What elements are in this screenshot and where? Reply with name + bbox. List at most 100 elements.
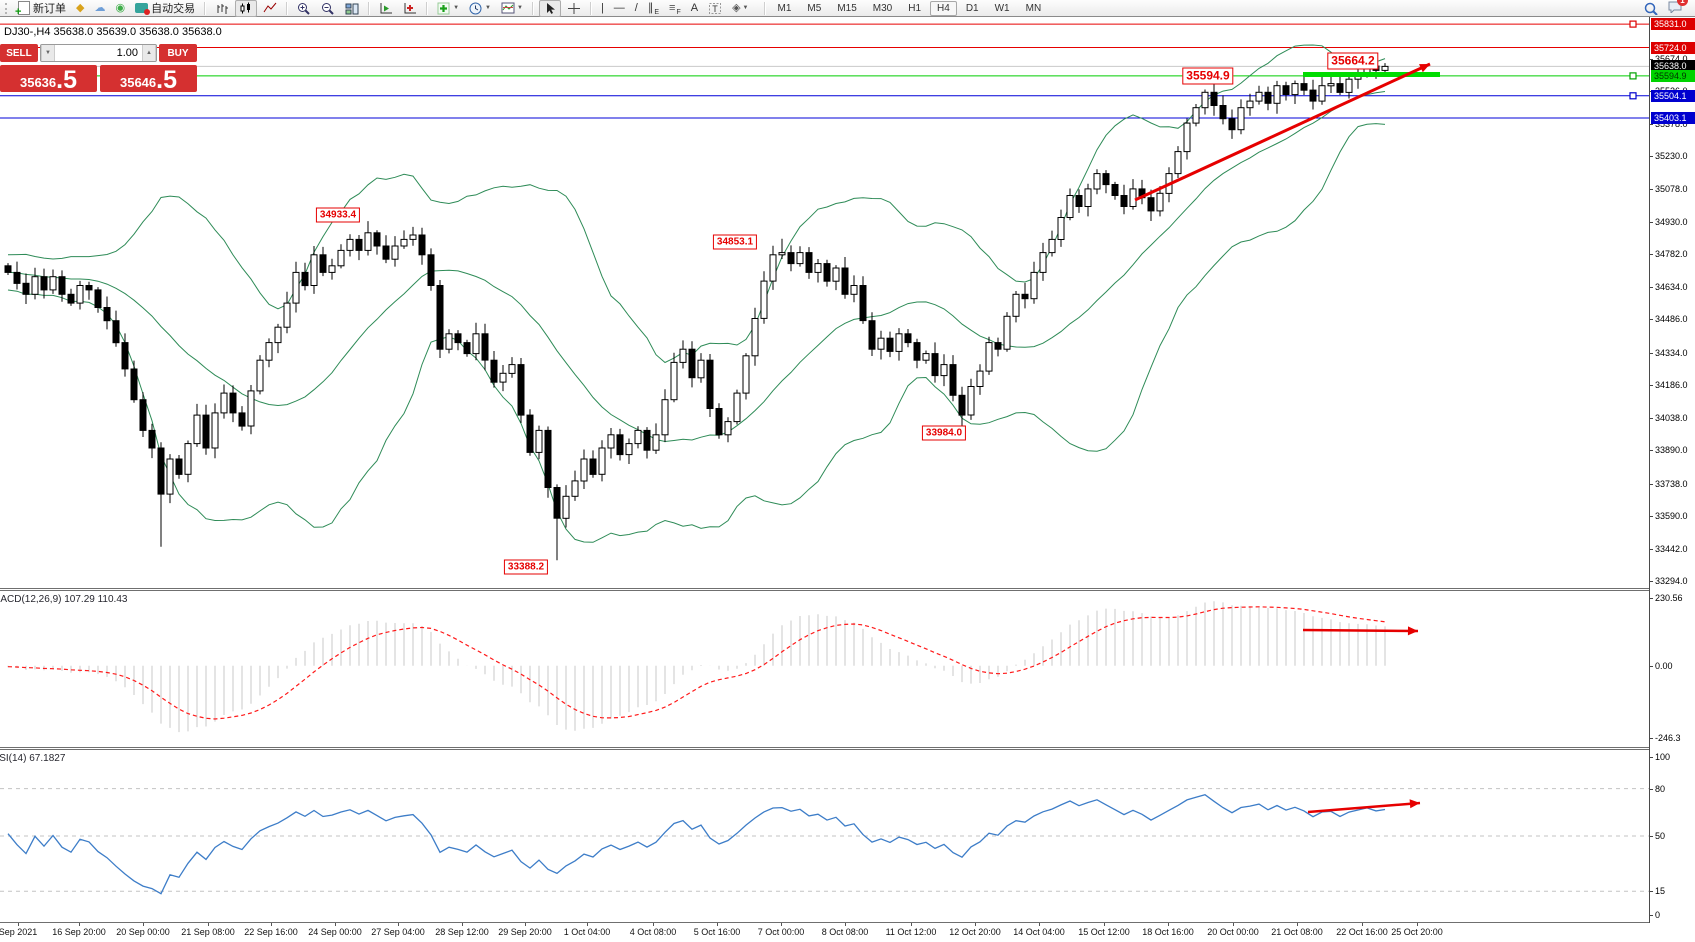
time-tick-mark — [1168, 923, 1169, 926]
trendline-icon[interactable]: / — [634, 1, 638, 14]
auto-trading-icon[interactable]: 自动交易 — [131, 0, 199, 17]
periods-icon[interactable]: ▼ — [465, 0, 495, 17]
price-label-annotation: 35594.9 — [1182, 67, 1234, 85]
time-tick-mark — [79, 923, 80, 926]
price-tick-label: 33442.0 — [1655, 544, 1688, 554]
time-tick-mark — [1039, 923, 1040, 926]
timeframe-m30-button[interactable]: M30 — [872, 2, 893, 14]
text-label-icon[interactable]: T — [704, 0, 726, 17]
rsi-tick-mark — [1650, 891, 1653, 892]
macd-tick-label: 230.56 — [1655, 593, 1683, 603]
indicators-icon[interactable]: ▼ — [433, 0, 463, 17]
arrows-icon[interactable]: ◈ ▼ — [732, 1, 749, 14]
timeframe-d1-button[interactable]: D1 — [965, 2, 979, 14]
timeframe-m5-button[interactable]: M5 — [807, 2, 822, 14]
tile-windows-icon[interactable] — [341, 0, 363, 17]
template-icon[interactable]: ▼ — [497, 0, 527, 17]
price-tick-label: 34782.0 — [1655, 249, 1688, 259]
time-tick-mark — [717, 923, 718, 926]
buy-price-display[interactable]: 35646.5 — [100, 65, 197, 93]
time-tick-label: 16 Sep 20:00 — [52, 927, 106, 937]
horizontal-line-icon[interactable]: — — [613, 1, 625, 14]
price-tick-mark — [1650, 385, 1653, 386]
price-label-annotation: 34853.1 — [712, 234, 758, 250]
equidistant-channel-icon[interactable]: ∥ E — [647, 1, 660, 16]
chat-icon[interactable]: 1 — [1664, 0, 1688, 17]
volume-increase-button[interactable]: ▲ — [142, 45, 156, 61]
timeframe-h4-button[interactable]: H4 — [930, 0, 957, 16]
price-tick-mark — [1650, 222, 1653, 223]
community-icon[interactable]: ◆ — [76, 1, 85, 14]
rsi-tick-label: 50 — [1655, 831, 1666, 841]
price-tick-mark — [1650, 124, 1653, 125]
price-level-badge: 35594.9 — [1651, 70, 1695, 82]
cursor-icon[interactable] — [538, 0, 561, 17]
time-tick-label: 22 Sep 16:00 — [244, 927, 298, 937]
time-tick-mark — [398, 923, 399, 926]
price-chart-panel: DJ30-,H4 35638.0 35639.0 35638.0 35638.0… — [0, 17, 1649, 588]
chevron-down-icon: ▼ — [742, 5, 749, 11]
price-tick-label: 35378.0 — [1655, 119, 1688, 129]
bar-chart-icon[interactable] — [211, 0, 233, 17]
rsi-indicator-chart[interactable] — [0, 750, 1649, 922]
volume-decrease-button[interactable]: ▼ — [41, 45, 55, 61]
time-tick-mark — [462, 923, 463, 926]
line-chart-icon[interactable] — [259, 0, 281, 17]
timeframe-h1-button[interactable]: H1 — [908, 2, 922, 14]
search-icon[interactable] — [1640, 0, 1662, 17]
price-tick-mark — [1650, 484, 1653, 485]
fibonacci-icon[interactable]: ≡ F — [669, 1, 681, 16]
trade-buttons-row: SELL ▼ ▲ BUY — [0, 44, 197, 62]
crosshair-icon[interactable] — [563, 0, 585, 17]
trade-prices-row: 35636.5 35646.5 — [0, 65, 197, 93]
vertical-line-icon[interactable]: | — [600, 1, 604, 14]
notification-badge: 1 — [1677, 0, 1688, 6]
rsi-tick-mark — [1650, 789, 1653, 790]
time-tick-mark — [1362, 923, 1363, 926]
time-tick-label: 15 Oct 12:00 — [1078, 927, 1130, 937]
signals-icon[interactable]: ◉ — [115, 1, 126, 14]
panel-separator[interactable] — [0, 747, 1649, 750]
time-axis[interactable]: Sep 2021 16 Sep 20:00 20 Sep 00:00 21 Sep 0… — [0, 923, 1695, 942]
rsi-tick-mark — [1650, 915, 1653, 916]
toolbar-drag-handle[interactable] — [5, 2, 9, 14]
zoom-in-icon[interactable] — [293, 0, 315, 17]
time-tick-mark — [143, 923, 144, 926]
chart-shift-icon[interactable] — [399, 0, 421, 17]
timeframe-toolbar: M1 M5 M15 M30 H1 H4 D1 W1 MN — [760, 0, 1050, 16]
rsi-panel: RSI(14) 67.1827 — [0, 750, 1649, 922]
time-tick-label: 1 Oct 04:00 — [563, 927, 611, 937]
new-order-icon[interactable]: + 新订单 — [15, 1, 66, 18]
time-tick-label: 7 Oct 00:00 — [757, 927, 805, 937]
sell-price-display[interactable]: 35636.5 — [0, 65, 97, 93]
price-tick-mark — [1650, 189, 1653, 190]
volume-input[interactable] — [55, 45, 142, 61]
timeframe-w1-button[interactable]: W1 — [994, 2, 1010, 14]
chart-symbol-info: DJ30-,H4 35638.0 35639.0 35638.0 35638.0 — [4, 26, 222, 38]
timeframe-mn-button[interactable]: MN — [1025, 2, 1042, 14]
chevron-down-icon: ▼ — [485, 5, 491, 11]
candlestick-chart[interactable] — [0, 17, 1649, 588]
time-tick-mark — [653, 923, 654, 926]
time-tick-mark — [1417, 923, 1418, 926]
buy-button[interactable]: BUY — [159, 44, 197, 62]
macd-indicator-chart[interactable] — [0, 591, 1649, 747]
price-level-badge: 35831.0 — [1651, 18, 1695, 30]
timeframe-m15-button[interactable]: M15 — [837, 2, 857, 14]
cloud-sync-icon[interactable]: ☁ — [94, 1, 106, 14]
price-axis[interactable]: 35674.035526.035378.035230.035078.034930… — [1649, 17, 1695, 923]
text-icon[interactable]: A — [690, 1, 699, 14]
sell-button[interactable]: SELL — [0, 44, 38, 62]
panel-separator[interactable] — [0, 588, 1649, 591]
rsi-tick-mark — [1650, 836, 1653, 837]
zoom-out-icon[interactable] — [317, 0, 339, 17]
time-tick-mark — [18, 923, 19, 926]
time-tick-mark — [587, 923, 588, 926]
time-tick-mark — [271, 923, 272, 926]
time-tick-mark — [1297, 923, 1298, 926]
auto-scroll-icon[interactable] — [375, 0, 397, 17]
timeframe-m1-button[interactable]: M1 — [777, 2, 792, 14]
price-label-annotation: 33984.0 — [921, 425, 967, 441]
candlestick-chart-icon[interactable] — [235, 0, 258, 17]
